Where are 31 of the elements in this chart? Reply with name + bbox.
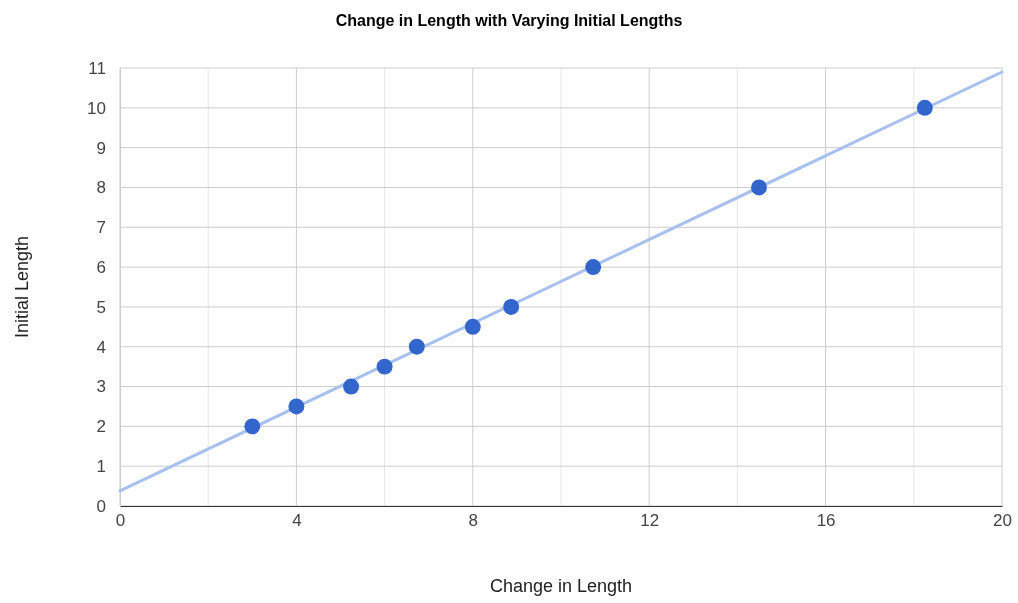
y-tick-label: 8 [96, 178, 106, 198]
point [916, 99, 933, 116]
point [244, 418, 261, 435]
y-axis-title: Initial Length [12, 235, 32, 339]
x-tick-label: 12 [640, 511, 660, 531]
point [751, 179, 767, 196]
y-tick-label: 2 [96, 417, 106, 437]
y-tick-label: 5 [96, 297, 106, 317]
x-tick-label: 4 [292, 511, 302, 531]
point [464, 318, 481, 335]
point [408, 338, 425, 355]
x-tick-label: 8 [468, 511, 479, 531]
point [376, 358, 393, 375]
x-tick-label: 0 [115, 511, 126, 531]
x-tick-label: 20 [993, 511, 1012, 531]
y-tick-label: 11 [88, 58, 106, 78]
y-tick-label: 3 [96, 377, 106, 397]
point [585, 259, 602, 276]
y-tick-label: 10 [87, 98, 106, 118]
y-tick-label: 0 [96, 496, 106, 516]
x-axis-title: Change in Length [489, 576, 633, 596]
y-tick-label: 4 [96, 337, 106, 357]
y-tick-label: 6 [96, 258, 106, 278]
point [288, 398, 305, 415]
y-tick-label: 7 [96, 218, 106, 238]
x-tick-label: 16 [816, 511, 836, 531]
y-tick-label: 9 [96, 138, 106, 158]
chart-title: Change in Length with Varying Initial Lengths [335, 12, 683, 29]
point [343, 378, 360, 395]
y-tick-label: 1 [96, 457, 106, 477]
point [503, 298, 520, 315]
